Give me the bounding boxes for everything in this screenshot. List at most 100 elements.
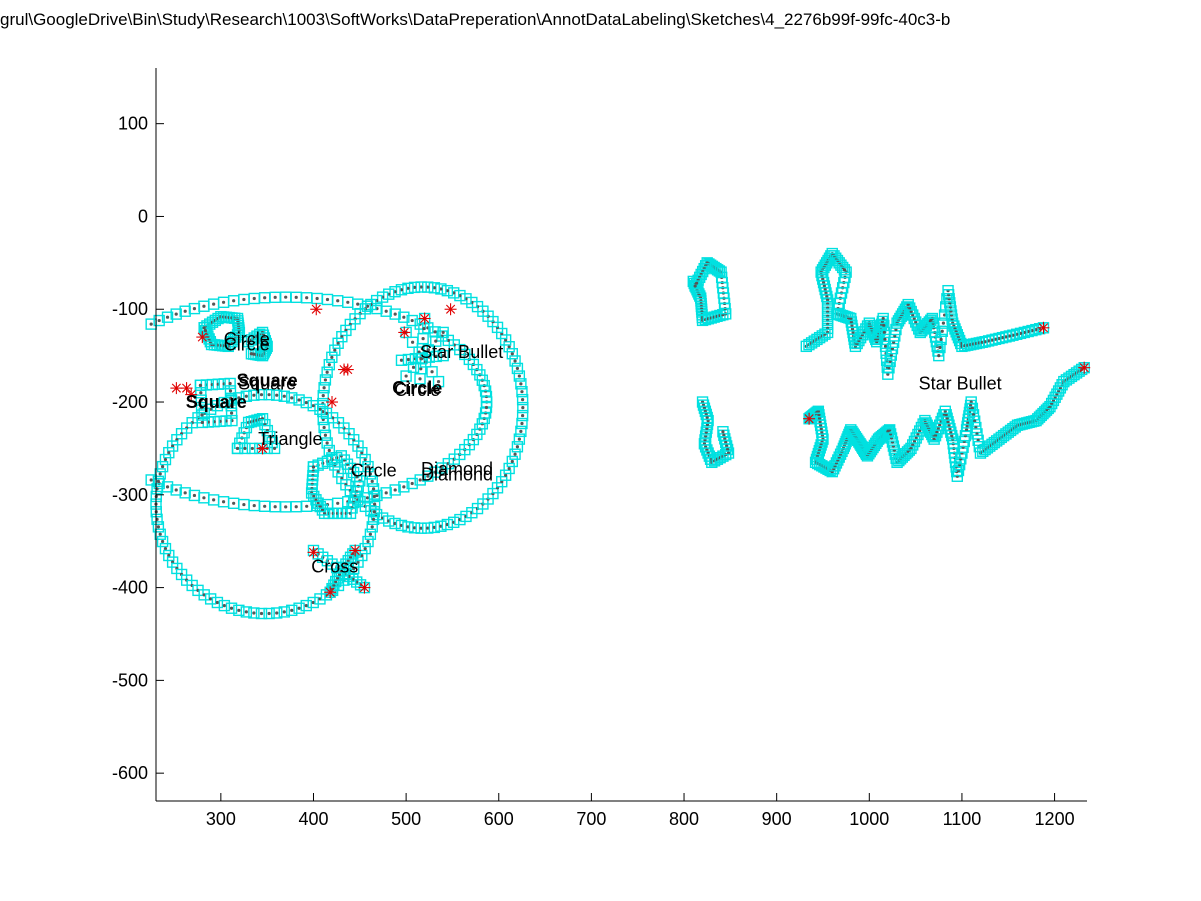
stroke-point xyxy=(367,483,380,495)
shape-label: Circle xyxy=(224,329,270,349)
stroke-point-box xyxy=(827,463,840,475)
stroke-point-dot xyxy=(237,396,241,400)
stroke-point-dot xyxy=(504,473,508,477)
stroke-point-box xyxy=(719,433,731,445)
stroke-point-box xyxy=(816,436,828,448)
stroke-point-dot xyxy=(203,328,208,333)
stroke-point-box xyxy=(196,409,208,421)
shape-label: Triangle xyxy=(258,429,322,449)
stroke-point-box xyxy=(511,362,524,375)
stroke-point-box xyxy=(341,458,354,470)
stroke-point-dot xyxy=(520,390,524,394)
stroke-point-dot xyxy=(365,496,370,500)
stroke-point-box xyxy=(335,450,347,462)
stroke-point-dot xyxy=(941,321,946,325)
stroke-point xyxy=(426,366,438,378)
stroke-point xyxy=(290,291,302,304)
endpoint-star-ray xyxy=(327,397,337,407)
endpoint-star xyxy=(326,396,339,409)
stroke-point-dot xyxy=(290,396,294,400)
stroke-point-dot xyxy=(311,600,315,605)
stroke-point-dot xyxy=(228,381,232,386)
stroke-point xyxy=(152,521,165,533)
stroke-point-dot xyxy=(202,304,206,308)
shape-label: Circle xyxy=(224,334,270,354)
stroke-point-box xyxy=(218,599,231,612)
stroke-point xyxy=(499,469,512,481)
stroke-point-box xyxy=(389,286,401,298)
stroke-point-box xyxy=(317,389,329,402)
stroke-point-dot xyxy=(267,611,271,616)
stroke-point xyxy=(422,344,435,356)
stroke-point-box xyxy=(239,442,251,455)
stroke-point xyxy=(217,296,230,309)
endpoint-star-ray xyxy=(311,304,321,314)
stroke-point-box xyxy=(448,516,460,529)
endpoint-star xyxy=(180,382,193,395)
stroke-point-dot xyxy=(232,501,236,505)
stroke-point-dot xyxy=(819,427,823,431)
stroke-point xyxy=(211,596,224,609)
stroke-point-dot xyxy=(323,378,328,382)
endpoint-star-ray xyxy=(181,383,192,393)
stroke-point xyxy=(877,312,889,325)
stroke-point-box xyxy=(934,341,946,354)
stroke-point xyxy=(878,319,890,332)
stroke-point-box xyxy=(885,349,898,361)
stroke-point-dot xyxy=(881,316,885,321)
stroke-point-dot xyxy=(842,268,847,272)
stroke-point-dot xyxy=(933,434,938,438)
endpoint-star xyxy=(444,303,457,316)
stroke-point-dot xyxy=(965,424,969,428)
stroke-point-box xyxy=(506,348,519,360)
stroke-point-box xyxy=(950,326,962,338)
stroke-point-box xyxy=(701,411,713,424)
stroke-point-dot xyxy=(964,428,969,432)
stroke-point xyxy=(286,604,298,617)
stroke-point-dot xyxy=(399,358,404,362)
stroke-point-box xyxy=(376,291,389,303)
stroke-point-box xyxy=(255,388,268,401)
stroke-point-box xyxy=(460,510,472,523)
stroke-point-dot xyxy=(823,287,827,292)
endpoint-star-ray xyxy=(359,583,370,593)
stroke-point-box xyxy=(480,401,493,414)
stroke-point-box xyxy=(406,336,419,348)
stroke-point-dot xyxy=(705,415,709,420)
stroke-point xyxy=(383,515,395,527)
stroke-point-box xyxy=(951,329,964,341)
stroke-point xyxy=(503,462,515,475)
stroke-point-dot xyxy=(441,330,445,335)
stroke-point-dot xyxy=(936,427,940,431)
stroke-point-dot xyxy=(507,345,511,349)
stroke-point xyxy=(422,522,434,534)
stroke-point-box xyxy=(321,366,333,378)
stroke-endpoints-layer xyxy=(170,303,1091,599)
stroke-point xyxy=(271,607,283,619)
stroke-point-dot xyxy=(356,560,360,564)
stroke-point xyxy=(231,442,244,455)
stroke-point xyxy=(326,351,338,364)
stroke-point-dot xyxy=(363,547,367,551)
stroke-point-dot xyxy=(305,296,309,300)
stroke-point xyxy=(332,497,344,509)
stroke-point xyxy=(435,283,447,295)
endpoint-star-ray xyxy=(1079,363,1089,373)
stroke-point xyxy=(308,490,320,503)
stroke-point-box xyxy=(263,388,275,401)
stroke-point-box xyxy=(329,344,341,356)
stroke-point-box xyxy=(970,421,982,434)
stroke-point xyxy=(211,399,224,412)
stroke-point-dot xyxy=(275,393,279,397)
stroke-point-box xyxy=(166,440,179,452)
y-tick-label: -500 xyxy=(112,670,148,690)
stroke-point xyxy=(198,492,210,504)
stroke-point-dot xyxy=(160,465,165,469)
stroke-point xyxy=(224,385,237,397)
stroke-point xyxy=(207,494,220,506)
stroke-point-dot xyxy=(433,330,437,334)
stroke-point xyxy=(838,264,851,276)
axes: 300 400 500 600 700 800 900 1000 1100 12001000-10… xyxy=(112,68,1087,829)
stroke-point-box xyxy=(437,349,449,362)
stroke-point-box xyxy=(352,440,364,452)
